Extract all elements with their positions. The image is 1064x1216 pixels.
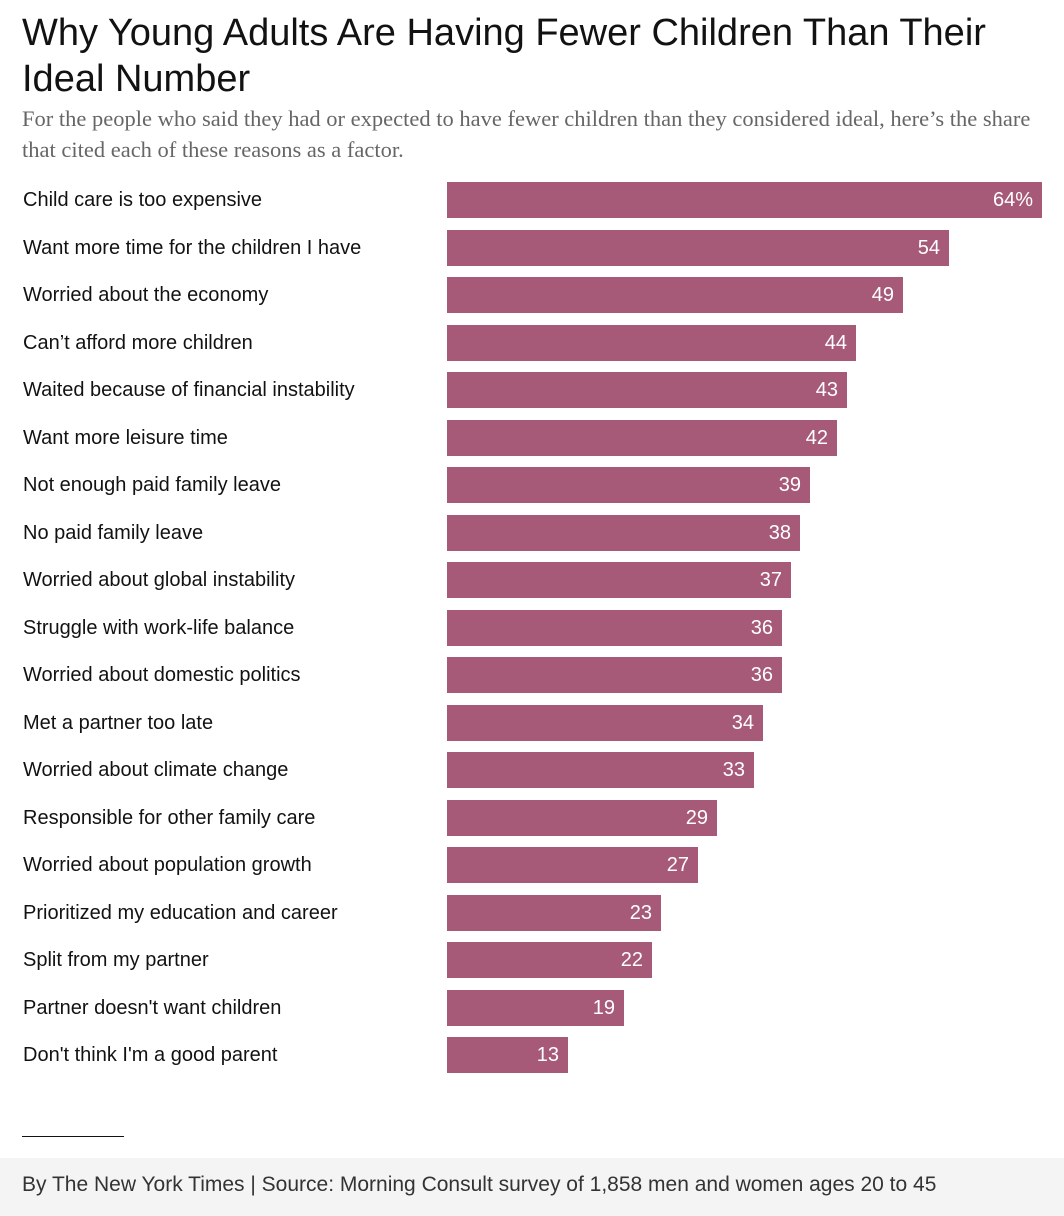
- bar: [447, 277, 903, 313]
- category-label: Not enough paid family leave: [23, 474, 281, 496]
- bar: [447, 610, 782, 646]
- bar-value-label: 38: [768, 521, 791, 544]
- chart-subtitle: For the people who said they had or expe…: [22, 106, 1031, 162]
- bar-value-label: 42: [805, 426, 828, 449]
- category-label: Met a partner too late: [23, 711, 214, 734]
- bar-value-label: 36: [750, 664, 773, 686]
- category-label: Worried about global instability: [23, 569, 296, 591]
- bar: [447, 420, 837, 456]
- chart-title: Why Young Adults Are Having Fewer Childr…: [22, 12, 986, 100]
- category-label: Worried about the economy: [23, 284, 269, 306]
- bar: [447, 752, 754, 788]
- bar-value-label: 33: [722, 759, 745, 781]
- category-label: Worried about domestic politics: [23, 664, 301, 686]
- bar: [447, 657, 782, 693]
- category-label: No paid family leave: [23, 521, 204, 544]
- bar: [447, 847, 698, 883]
- bar-value-label: 49: [871, 284, 894, 306]
- category-label: Waited because of financial instability: [23, 379, 355, 401]
- bar-value-label: 36: [750, 616, 773, 639]
- category-label: Worried about climate change: [23, 759, 289, 781]
- bar: [447, 467, 810, 503]
- bar-value-label: 29: [685, 806, 708, 829]
- bar: [447, 942, 652, 978]
- bar-value-label: 37: [759, 569, 782, 591]
- bar-value-label: 19: [592, 996, 615, 1019]
- category-label: Don't think I'm a good parent: [23, 1044, 278, 1066]
- bar: [447, 372, 847, 408]
- bar-chart: Child care is too expensive 64% Want more …: [23, 182, 1042, 1073]
- bar: [447, 230, 949, 266]
- bar: [447, 990, 624, 1026]
- bar: [447, 562, 791, 598]
- bar: [447, 1037, 568, 1073]
- bar: [447, 325, 856, 361]
- bar: [447, 800, 717, 836]
- category-label: Prioritized my education and career: [23, 901, 338, 924]
- category-label: Want more time for the children I have: [23, 236, 362, 259]
- bar-value-label: 23: [629, 901, 652, 924]
- bar: [447, 895, 661, 931]
- category-label: Responsible for other family care: [23, 806, 316, 829]
- bar: [447, 182, 1042, 218]
- bar-value-label: 54: [917, 236, 940, 259]
- bar-value-label: 43: [815, 379, 838, 401]
- bar: [447, 515, 800, 551]
- category-label: Partner doesn't want children: [23, 996, 282, 1019]
- bar-value-label: 64%: [992, 189, 1033, 211]
- bar-value-label: 27: [666, 854, 689, 876]
- category-label: Worried about population growth: [23, 854, 312, 876]
- source-credit: By The New York Times | Source: Morning …: [22, 1173, 937, 1196]
- bar-value-label: 39: [778, 474, 801, 496]
- bar-value-label: 13: [536, 1044, 559, 1066]
- category-label: Split from my partner: [23, 949, 209, 971]
- category-label: Can’t afford more children: [23, 331, 253, 354]
- footer: [0, 1158, 1064, 1216]
- bar-value-label: 22: [620, 949, 643, 971]
- category-label: Child care is too expensive: [23, 189, 263, 211]
- bar-value-label: 44: [824, 331, 847, 354]
- category-label: Want more leisure time: [23, 426, 228, 449]
- bar: [447, 705, 763, 741]
- bar-value-label: 34: [731, 711, 754, 734]
- footer-divider: [22, 1136, 124, 1137]
- category-label: Struggle with work-life balance: [23, 616, 295, 639]
